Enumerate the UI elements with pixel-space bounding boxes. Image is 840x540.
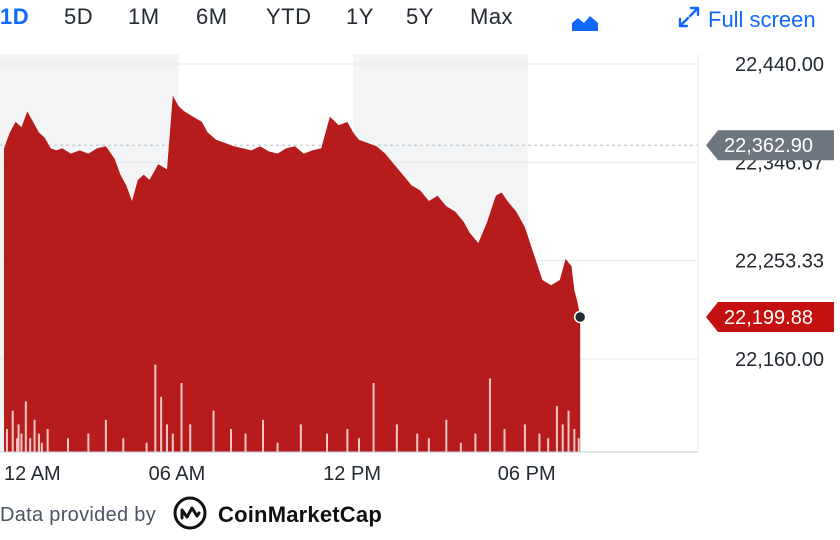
volume-bar — [180, 383, 183, 452]
volume-bar — [573, 429, 576, 452]
volume-bar — [46, 429, 49, 452]
fullscreen-label: Full screen — [708, 6, 816, 32]
price-area — [4, 95, 581, 452]
expand-arrows-icon — [678, 6, 700, 33]
volume-bar — [37, 433, 40, 452]
volume-bar — [459, 442, 462, 452]
volume-bar — [29, 438, 32, 452]
volume-bar — [427, 438, 430, 452]
volume-bar — [24, 401, 27, 452]
y-tick-label: 22,440.00 — [735, 54, 824, 76]
x-tick-label: 12 AM — [4, 463, 61, 485]
volume-bar — [474, 433, 477, 452]
volume-bar — [416, 433, 419, 452]
data-provided-by-label: Data provided by — [0, 503, 157, 526]
range-tabs: 1D 5D 1M 6M YTD 1Y 5Y Max — [0, 0, 840, 40]
volume-bar — [160, 396, 163, 452]
last-price-dot — [573, 310, 587, 324]
volume-bar — [395, 424, 398, 452]
tab-max[interactable]: Max — [470, 4, 514, 29]
volume-bar — [11, 410, 14, 452]
volume-bar — [20, 433, 23, 452]
volume-bar — [538, 433, 541, 452]
volume-bar — [33, 419, 36, 452]
volume-bars — [5, 364, 580, 452]
volume-bar — [561, 424, 564, 452]
tab-1d[interactable]: 1D — [0, 4, 30, 29]
volume-bar — [445, 419, 448, 452]
volume-bar — [104, 419, 107, 452]
x-axis-ticks: 12 AM 06 AM 12 PM 06 PM — [4, 463, 556, 485]
volume-bar — [326, 433, 329, 452]
volume-bar — [346, 429, 349, 452]
tab-5d[interactable]: 5D — [64, 4, 94, 29]
volume-bar — [547, 438, 550, 452]
volume-bar — [171, 433, 174, 452]
volume-bar — [229, 429, 232, 452]
mountain-chart-icon[interactable] — [571, 14, 599, 37]
y-tick-label: 22,253.33 — [735, 251, 824, 273]
footer: Data provided by CoinMarketCap — [0, 495, 382, 536]
x-tick-label: 06 AM — [149, 463, 206, 485]
previous-close-badge-shape — [706, 130, 834, 161]
coinmarketcap-logo-icon — [172, 495, 208, 536]
volume-bar — [5, 429, 8, 452]
volume-bar — [372, 383, 375, 452]
volume-bar — [358, 438, 361, 452]
volume-bar — [577, 438, 580, 452]
volume-bar — [145, 442, 148, 452]
x-tick-label: 06 PM — [498, 463, 556, 485]
volume-bar — [17, 424, 20, 452]
last-price-badge: 22,199.88 — [706, 301, 834, 332]
volume-bar — [503, 429, 506, 452]
volume-bar — [165, 424, 168, 452]
volume-bar — [212, 410, 215, 452]
previous-close-badge: 22,362.90 — [706, 130, 834, 161]
volume-bar — [40, 442, 43, 452]
volume-bar — [276, 442, 279, 452]
fullscreen-button[interactable]: Full screen — [678, 6, 816, 33]
volume-bar — [189, 424, 192, 452]
coinmarketcap-name[interactable]: CoinMarketCap — [218, 502, 382, 527]
volume-bar — [299, 424, 302, 452]
tab-1m[interactable]: 1M — [128, 4, 160, 29]
previous-close-label: 22,362.90 — [724, 135, 813, 157]
tab-ytd[interactable]: YTD — [266, 4, 312, 29]
volume-bar — [555, 406, 558, 452]
volume-bar — [67, 438, 70, 452]
tab-1y[interactable]: 1Y — [346, 4, 374, 29]
volume-bar — [244, 433, 247, 452]
tab-5y[interactable]: 5Y — [406, 4, 434, 29]
volume-bar — [154, 364, 157, 452]
volume-bar — [261, 419, 264, 452]
volume-bar — [567, 410, 570, 452]
last-price-label: 22,199.88 — [724, 307, 813, 329]
volume-bar — [16, 438, 19, 452]
tab-6m[interactable]: 6M — [196, 4, 228, 29]
y-tick-label: 22,160.00 — [735, 349, 824, 371]
x-tick-label: 12 PM — [323, 463, 381, 485]
volume-bar — [87, 433, 90, 452]
volume-bar — [523, 424, 526, 452]
volume-bar — [122, 438, 125, 452]
volume-bar — [488, 378, 491, 452]
last-price-badge-shape — [706, 301, 834, 332]
